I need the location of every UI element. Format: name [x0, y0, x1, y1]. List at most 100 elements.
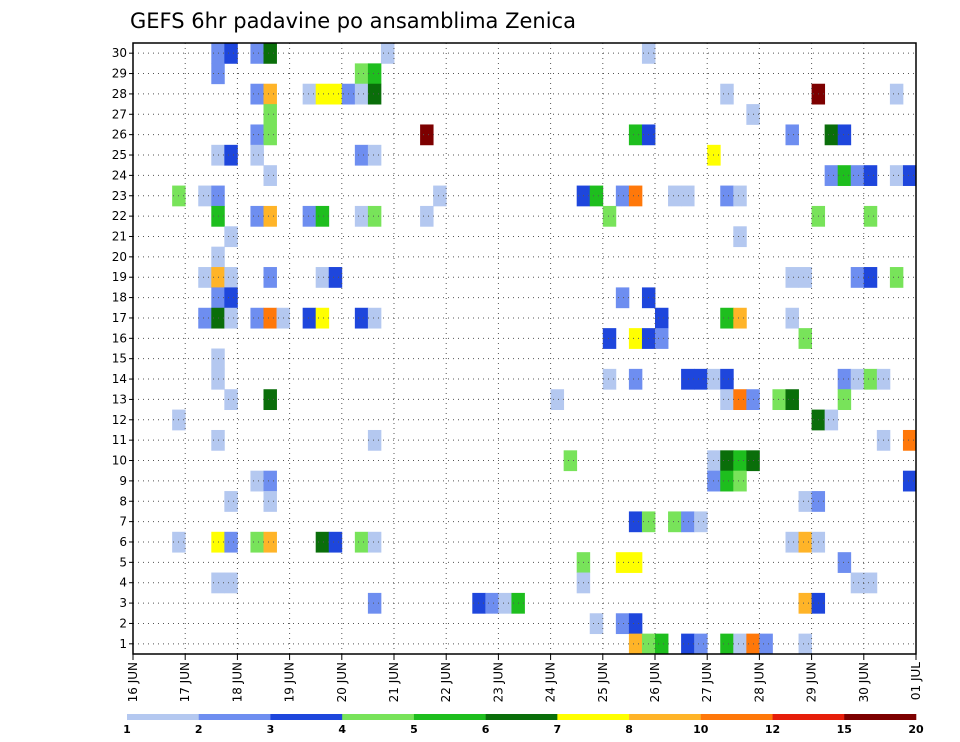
- heatmap-cell: [367, 531, 382, 553]
- heatmap-cell: [720, 368, 734, 390]
- heatmap-cell: [198, 267, 212, 288]
- colorbar-swatch: [485, 714, 558, 720]
- colorbar-swatch: [700, 714, 773, 720]
- x-tick-label: 26 JUN: [648, 662, 662, 702]
- colorbar-swatch: [772, 714, 845, 720]
- heatmap-cell: [863, 572, 878, 594]
- heatmap-cell: [863, 205, 878, 227]
- x-tick-label: 22 JUN: [439, 662, 453, 702]
- heatmap-cell: [420, 205, 434, 227]
- colorbar-swatch: [198, 714, 271, 720]
- heatmap-cell: [720, 389, 734, 410]
- y-tick-label: 18: [112, 291, 127, 305]
- x-tick-label: 23 JUN: [491, 662, 505, 702]
- heatmap-cell: [733, 307, 747, 329]
- heatmap-cell: [785, 267, 799, 288]
- y-tick-label: 20: [112, 250, 127, 264]
- heatmap-cell: [733, 470, 747, 492]
- heatmap-cell: [263, 205, 277, 227]
- heatmap-cell: [263, 470, 277, 492]
- x-tick-label: 30 JUN: [857, 662, 871, 702]
- heatmap-cell: [863, 267, 878, 288]
- heatmap-cell: [367, 205, 382, 227]
- heatmap-cell: [837, 368, 852, 390]
- heatmap-cell: [420, 124, 434, 146]
- heatmap-cell: [837, 552, 852, 573]
- heatmap-cell: [655, 328, 669, 349]
- colorbar-swatch: [629, 714, 702, 720]
- y-tick-label: 17: [112, 311, 127, 325]
- heatmap-cell: [733, 450, 747, 472]
- heatmap-cell: [798, 267, 812, 288]
- heatmap-cell: [263, 307, 277, 329]
- heatmap-cell: [263, 104, 277, 125]
- y-tick-label: 9: [119, 474, 127, 488]
- heatmap-cell: [250, 144, 264, 166]
- heatmap-cell: [615, 185, 630, 207]
- heatmap-cell: [250, 307, 264, 329]
- y-tick-label: 30: [112, 46, 127, 60]
- heatmap-cell: [681, 633, 695, 655]
- heatmap-cell: [628, 613, 643, 635]
- heatmap-cell: [889, 83, 904, 105]
- heatmap-cell: [367, 83, 382, 105]
- y-tick-label: 7: [119, 515, 127, 529]
- heatmap-cell: [224, 43, 238, 64]
- heatmap-cell: [733, 389, 747, 410]
- heatmap-cell: [628, 552, 643, 573]
- heatmap-cell: [733, 226, 747, 248]
- heatmap-cell: [824, 165, 839, 186]
- plot-frame: [132, 42, 917, 655]
- heatmap-cell: [602, 368, 617, 390]
- y-tick-label: 27: [112, 107, 127, 121]
- y-tick-label: 11: [112, 433, 127, 447]
- heatmap-cell: [354, 144, 369, 166]
- colorbar-swatch: [557, 714, 630, 720]
- heatmap-cell: [224, 144, 238, 166]
- heatmap-cell: [720, 450, 734, 472]
- colorbar-label: 7: [554, 723, 562, 736]
- colorbar-swatch: [342, 714, 415, 720]
- y-tick-label: 8: [119, 494, 127, 508]
- x-tick-label: 24 JUN: [544, 662, 558, 702]
- heatmap-cell: [602, 328, 617, 349]
- heatmap-cell: [628, 124, 643, 146]
- colorbar-label: 20: [908, 723, 924, 736]
- colorbar-label: 5: [410, 723, 418, 736]
- heatmap-cell: [224, 226, 238, 248]
- heatmap-cell: [328, 531, 343, 553]
- x-tick-label: 28 JUN: [752, 662, 766, 702]
- heatmap-cell: [785, 389, 799, 410]
- y-tick-label: 15: [112, 352, 127, 366]
- heatmap-cell: [224, 531, 238, 553]
- heatmap-cell: [694, 511, 708, 533]
- y-tick-label: 3: [119, 596, 127, 610]
- heatmap-cell: [720, 185, 734, 207]
- heatmap-cell: [798, 531, 812, 553]
- heatmap-cell: [785, 307, 799, 329]
- heatmap-cell: [485, 592, 499, 614]
- heatmap-cell: [224, 572, 238, 594]
- heatmap-cell: [889, 165, 904, 186]
- heatmap-cell: [263, 124, 277, 146]
- colorbar-swatch: [127, 714, 200, 720]
- heatmap-cell: [302, 205, 317, 227]
- x-tick-label: 16 JUN: [126, 662, 140, 702]
- heatmap-cell: [263, 83, 277, 105]
- x-tick-label: 17 JUN: [178, 662, 192, 702]
- y-tick-label: 21: [112, 229, 127, 243]
- heatmap-cell: [367, 592, 382, 614]
- y-tick-label: 5: [119, 555, 127, 569]
- heatmap-cell: [433, 185, 447, 207]
- y-tick-label: 1: [119, 637, 127, 651]
- heatmap-cell: [615, 613, 630, 635]
- heatmap-cell: [224, 267, 238, 288]
- colorbar-label: 8: [625, 723, 633, 736]
- y-tick-label: 28: [112, 87, 127, 101]
- heatmap-cell: [889, 267, 904, 288]
- y-tick-label: 29: [112, 67, 127, 81]
- y-axis-ticks: 1234567891011121314151617181920212223242…: [112, 46, 133, 651]
- heatmap-cell: [850, 267, 865, 288]
- grid-lines: [133, 43, 916, 654]
- heatmap-cell: [785, 124, 799, 146]
